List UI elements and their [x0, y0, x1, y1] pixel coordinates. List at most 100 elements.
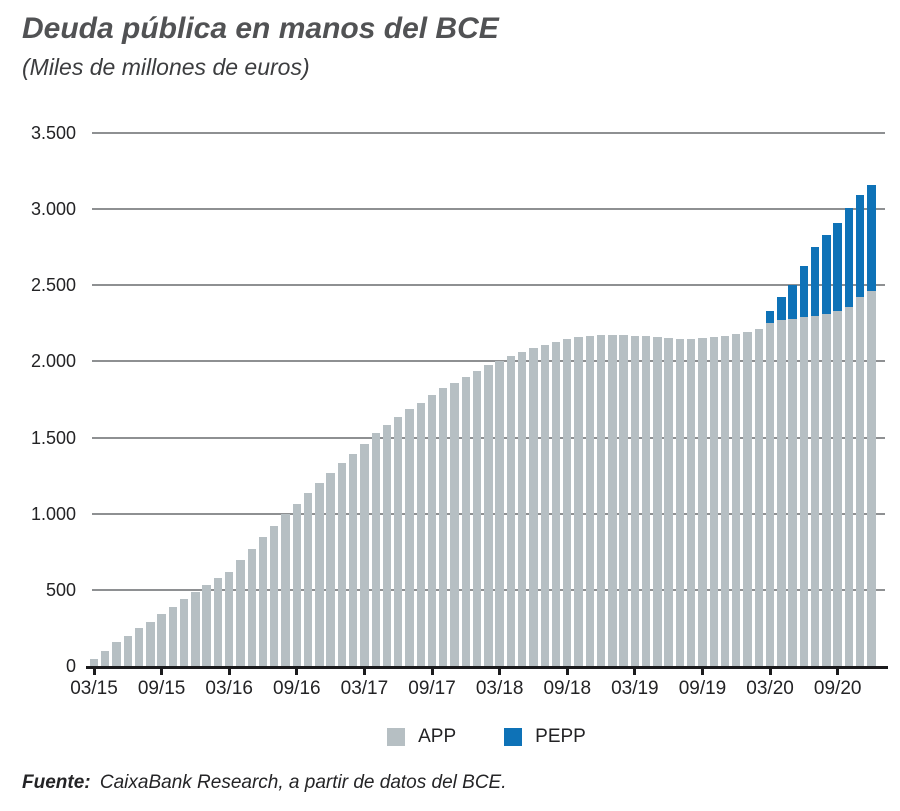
bar-09/20	[833, 222, 842, 666]
bar-12/17	[461, 376, 471, 666]
x-axis-line	[86, 666, 888, 669]
x-tick-mark-03/19	[633, 669, 637, 675]
bar-01/17	[337, 463, 347, 666]
bar-segment-app	[517, 352, 527, 666]
bar-07/17	[405, 409, 414, 666]
x-tick-label-03/17: 03/17	[340, 678, 389, 699]
bar-03/18	[495, 360, 504, 666]
bar-08/19	[687, 338, 696, 666]
y-tick-label-2500: 2.500	[30, 275, 76, 296]
bar-segment-app	[529, 348, 538, 666]
bar-segment-app	[484, 365, 493, 666]
bar-10/16	[303, 493, 313, 666]
bar-segment-app	[191, 592, 200, 666]
bar-01/18	[472, 370, 482, 666]
bar-04/18	[506, 356, 516, 666]
x-tick-label-09/17: 09/17	[408, 678, 456, 699]
bar-segment-app	[472, 370, 482, 666]
bar-04/17	[371, 433, 380, 666]
bar-segment-pepp	[867, 184, 876, 292]
bar-segment-app	[596, 334, 606, 666]
bar-02/16	[213, 578, 223, 666]
bar-03/20	[765, 311, 775, 666]
y-tick-label-1500: 1.500	[30, 427, 76, 448]
bar-10/20	[844, 207, 854, 666]
bar-09/17	[427, 394, 437, 666]
legend-label-pepp: PEPP	[535, 726, 586, 747]
bar-segment-app	[416, 403, 425, 666]
bar-segment-app	[833, 311, 842, 666]
bar-06/19	[664, 337, 673, 666]
bar-segment-app	[540, 344, 549, 666]
x-tick-mark-09/19	[700, 669, 704, 675]
bar-segment-pepp	[788, 284, 797, 319]
x-tick-mark-09/20	[836, 669, 840, 675]
bar-segment-app	[495, 360, 504, 666]
bar-segment-app	[371, 433, 380, 666]
bar-segment-app	[822, 314, 831, 666]
bar-07/16	[270, 525, 279, 666]
bar-segment-app	[146, 621, 155, 666]
bar-09/16	[292, 503, 301, 666]
bar-04/16	[236, 560, 245, 666]
bar-02/18	[484, 365, 493, 666]
y-tick-label-2000: 2.000	[30, 351, 76, 372]
bar-segment-app	[225, 571, 234, 666]
x-tick-label-09/19: 09/19	[678, 678, 727, 699]
bar-segment-app	[619, 334, 628, 666]
bar-segment-app	[574, 337, 583, 666]
bar-segment-app	[698, 337, 707, 666]
x-tick-mark-09/17	[430, 669, 434, 675]
x-tick-label-03/15: 03/15	[70, 678, 118, 699]
bar-segment-app	[653, 337, 662, 666]
bar-segment-app	[337, 463, 347, 666]
bar-segment-app	[134, 628, 144, 666]
bar-11/16	[315, 483, 324, 666]
bar-11/18	[585, 335, 594, 666]
bar-segment-pepp	[777, 297, 786, 321]
bar-segment-app	[405, 409, 414, 666]
x-tick-mark-09/16	[295, 669, 299, 675]
bar-segment-app	[89, 659, 99, 666]
y-tick-label-500: 500	[45, 579, 76, 600]
source-label: Fuente:	[22, 772, 91, 793]
bar-02/19	[619, 334, 628, 666]
gridline-3500	[92, 132, 885, 134]
bar-segment-app	[450, 382, 459, 666]
x-tick-label-09/15: 09/15	[137, 678, 186, 699]
y-tick-label-1000: 1.000	[30, 503, 76, 524]
bar-11/17	[450, 382, 459, 666]
gridline-3000	[92, 208, 885, 211]
bar-08/20	[822, 235, 831, 666]
bar-05/19	[653, 337, 662, 666]
y-tick-label-0: 0	[65, 656, 76, 676]
bar-03/15	[89, 659, 99, 666]
bar-segment-app	[394, 417, 403, 666]
bar-10/17	[439, 388, 448, 666]
bar-segment-app	[213, 578, 223, 666]
bar-segment-app	[461, 376, 471, 666]
bar-segment-app	[844, 306, 854, 666]
bar-segment-app	[664, 337, 673, 666]
bar-segment-app	[315, 483, 324, 666]
bar-segment-app	[551, 341, 561, 666]
bar-08/18	[551, 341, 561, 666]
bar-segment-app	[123, 636, 132, 666]
bar-05/18	[517, 352, 527, 666]
bar-03/19	[630, 335, 640, 666]
bar-segment-app	[675, 338, 685, 666]
bar-segment-app	[709, 337, 718, 666]
bar-segment-app	[799, 317, 809, 666]
bar-12/19	[732, 334, 741, 666]
legend-item-pepp: PEPP	[504, 726, 586, 748]
legend-label-app: APP	[418, 726, 457, 747]
x-tick-mark-09/18	[565, 669, 569, 675]
bar-segment-pepp	[822, 235, 831, 315]
bar-segment-app	[743, 331, 752, 666]
y-tick-label-3500: 3.500	[30, 123, 76, 143]
bar-05/20	[788, 284, 797, 666]
bar-08/15	[146, 621, 155, 666]
bar-segment-pepp	[856, 195, 865, 297]
bar-segment-app	[348, 453, 358, 666]
